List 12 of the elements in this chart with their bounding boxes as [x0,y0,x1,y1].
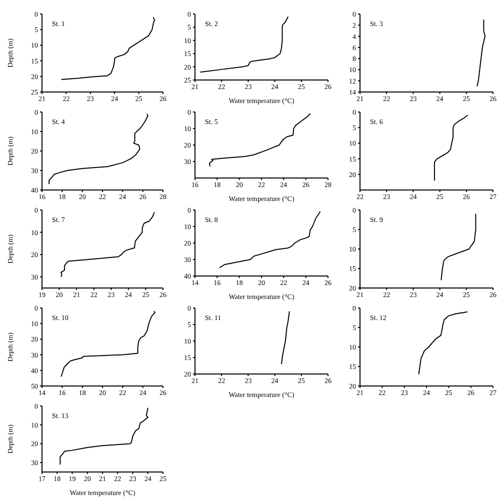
line-series [280,310,290,365]
line-series [418,311,468,375]
line-series [60,212,155,278]
line-series [440,213,476,281]
line-series [60,407,148,465]
line-series [476,19,486,87]
line-series [434,114,468,182]
line-series [60,16,156,80]
line-series [200,16,289,73]
line-series [60,310,156,378]
line-series [48,113,148,185]
line-series [218,211,321,268]
